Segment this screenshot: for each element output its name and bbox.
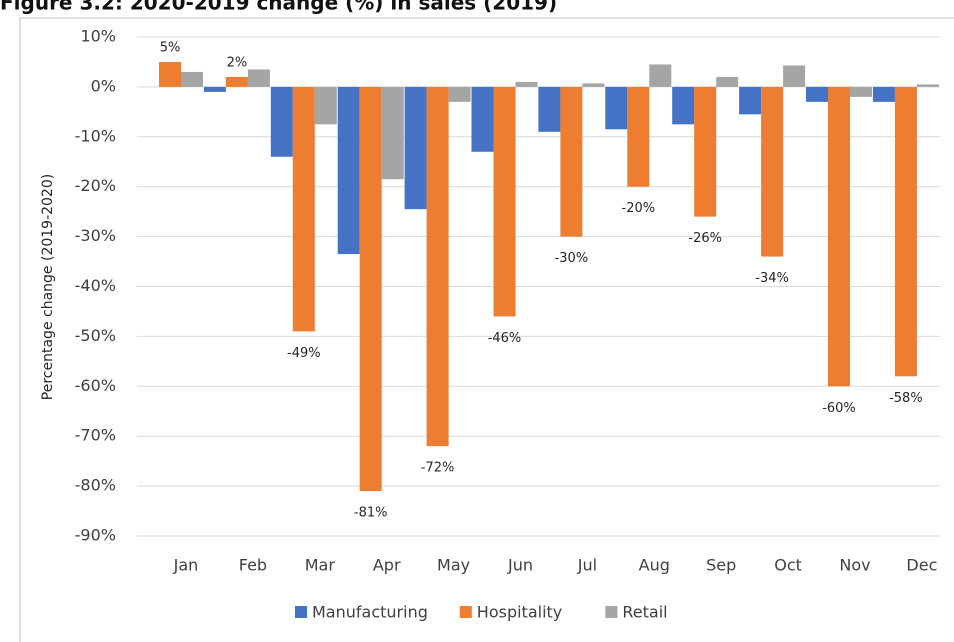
data-label: -20% [622, 201, 656, 216]
bar [872, 86, 895, 102]
bar [247, 69, 270, 87]
y-tick-label: -90% [75, 526, 116, 545]
bar [916, 84, 939, 87]
chart-title: Figure 3.2: 2020-2019 change (%) in sale… [0, 0, 557, 15]
bar [850, 86, 872, 97]
y-tick-label: -40% [75, 276, 116, 295]
bar [314, 86, 337, 125]
bar [828, 86, 850, 387]
legend-label: Hospitality [477, 603, 562, 622]
data-label: -81% [354, 506, 388, 521]
y-tick-label: -20% [75, 176, 116, 195]
bar [739, 86, 762, 115]
bar [716, 76, 739, 87]
y-tick-label: -70% [75, 426, 116, 445]
bar [426, 86, 449, 447]
x-tick-label: Apr [373, 556, 401, 575]
bar [225, 76, 248, 87]
data-label: -34% [755, 271, 789, 286]
data-label: -46% [488, 331, 522, 346]
legend-swatch [605, 606, 618, 618]
bar [627, 86, 650, 187]
bar [560, 86, 583, 237]
x-tick-label: Jul [577, 556, 597, 575]
bar [381, 86, 404, 180]
legend-swatch [295, 606, 307, 618]
legend-label: Retail [622, 603, 667, 622]
y-tick-label: -30% [75, 226, 116, 245]
x-tick-label: Dec [906, 556, 937, 575]
bar [493, 86, 516, 317]
bar [515, 81, 538, 87]
bar [448, 86, 471, 102]
legend-swatch [459, 606, 472, 618]
x-tick-label: Sep [706, 556, 736, 575]
bar [270, 86, 293, 157]
data-label: -58% [889, 391, 923, 406]
bar [538, 86, 561, 132]
bar [337, 86, 360, 255]
bar [649, 64, 672, 87]
data-label: -30% [555, 251, 589, 266]
y-axis-label: Percentage change (2019-2020) [40, 174, 56, 400]
x-tick-label: Mar [305, 556, 336, 575]
bar [203, 86, 226, 92]
data-label: 5% [160, 40, 181, 55]
y-tick-label: -50% [75, 326, 116, 345]
bar [605, 86, 628, 130]
x-tick-label: Aug [639, 556, 670, 575]
bar [404, 86, 427, 210]
x-tick-label: Jun [507, 556, 533, 575]
chart-border [19, 17, 954, 642]
y-tick-label: 0% [91, 76, 116, 95]
bar [292, 86, 315, 332]
data-label: -49% [287, 346, 321, 361]
bar [181, 71, 203, 87]
data-label: 2% [227, 55, 248, 70]
legend-label: Manufacturing [312, 603, 428, 622]
y-tick-label: -60% [75, 376, 116, 395]
x-tick-label: May [437, 556, 470, 575]
bar [783, 65, 806, 87]
data-label: -60% [822, 401, 856, 416]
bar [761, 86, 784, 257]
bar [806, 86, 828, 102]
y-tick-label: 10% [80, 27, 116, 46]
x-tick-label: Oct [774, 556, 802, 575]
x-tick-label: Feb [239, 556, 267, 575]
bar [359, 86, 382, 492]
bar [672, 86, 695, 125]
x-tick-label: Jan [173, 556, 199, 575]
data-label: -26% [688, 231, 722, 246]
bar [471, 86, 494, 152]
bar [694, 86, 717, 217]
x-tick-label: Nov [839, 556, 870, 575]
bar [582, 83, 605, 87]
y-tick-label: -80% [75, 476, 116, 495]
bar [159, 61, 181, 87]
data-label: -72% [421, 461, 455, 476]
y-tick-label: -10% [75, 126, 116, 145]
bar [894, 86, 917, 377]
